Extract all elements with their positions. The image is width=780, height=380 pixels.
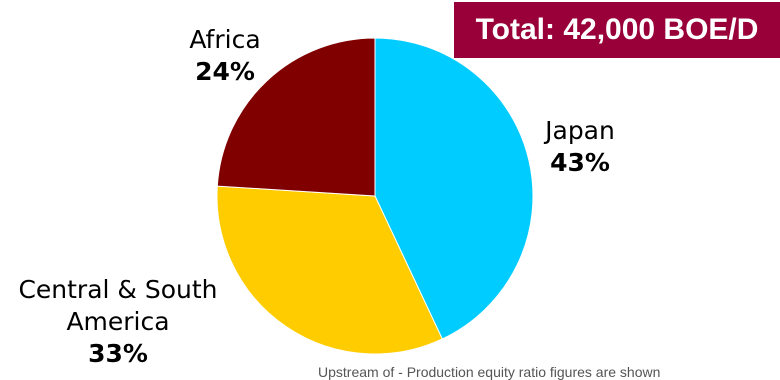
slice-value-central-south-america: 33% xyxy=(88,339,148,368)
slice-value-africa: 24% xyxy=(195,57,255,86)
slice-name-central-south-america-line1: Central & South xyxy=(18,275,218,304)
slice-name-central-south-america-line2: America xyxy=(66,307,170,336)
slice-label-africa: Africa 24% xyxy=(165,24,285,88)
slice-label-central-south-america: Central & South America 33% xyxy=(0,274,236,370)
pie-slice-japan xyxy=(374,37,534,340)
pie-slice-africa xyxy=(216,37,376,197)
slice-label-japan: Japan 43% xyxy=(520,115,640,179)
slice-name-japan: Japan xyxy=(545,116,615,145)
slice-value-japan: 43% xyxy=(550,148,610,177)
slice-name-africa: Africa xyxy=(189,25,261,54)
footnote: Upstream of - Production equity ratio fi… xyxy=(318,364,661,380)
pie-slice-central-south-america xyxy=(216,185,443,355)
total-badge: Total: 42,000 BOE/D xyxy=(454,2,780,58)
